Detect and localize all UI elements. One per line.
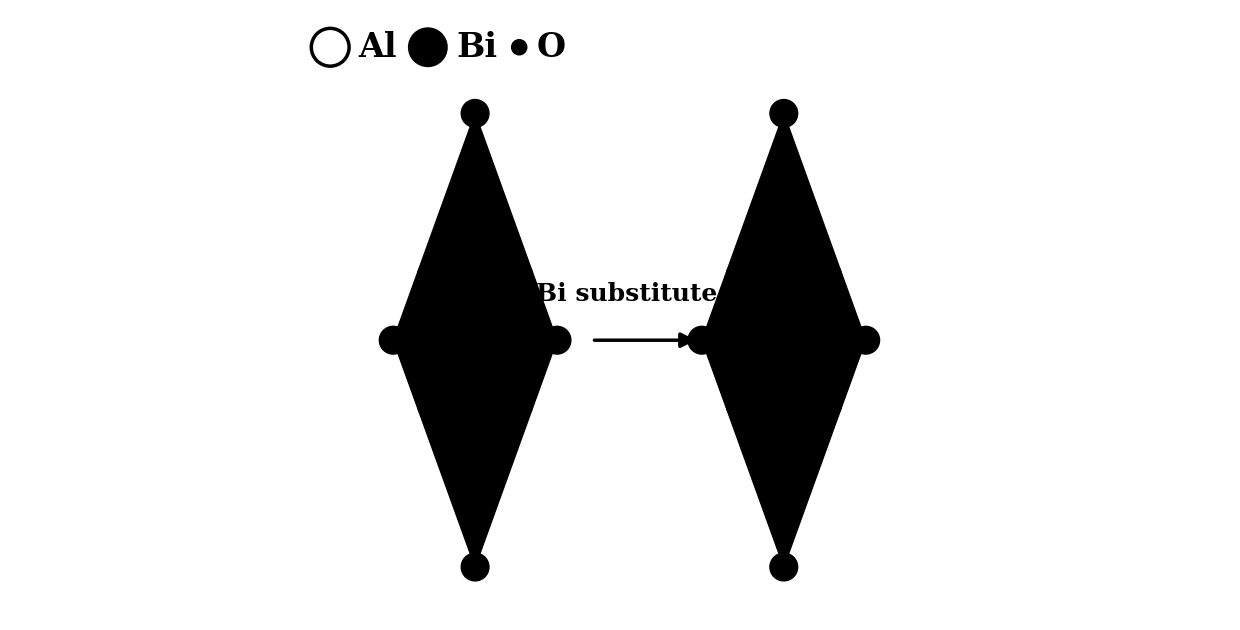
Circle shape <box>688 326 715 354</box>
Circle shape <box>821 264 841 284</box>
Circle shape <box>543 326 570 354</box>
Circle shape <box>852 326 879 354</box>
Circle shape <box>418 264 438 284</box>
Text: Bi substitute Al: Bi substitute Al <box>536 282 755 306</box>
Text: O: O <box>537 31 565 64</box>
Circle shape <box>379 326 407 354</box>
Circle shape <box>512 396 532 416</box>
Circle shape <box>409 28 446 66</box>
Circle shape <box>770 553 797 581</box>
Circle shape <box>512 264 532 284</box>
Circle shape <box>418 396 438 416</box>
Circle shape <box>770 100 797 127</box>
Circle shape <box>821 396 841 416</box>
Polygon shape <box>702 113 866 567</box>
Text: Al: Al <box>358 31 397 64</box>
Circle shape <box>727 264 746 284</box>
Circle shape <box>311 28 350 66</box>
Text: Bi: Bi <box>456 31 497 64</box>
Circle shape <box>727 396 746 416</box>
Circle shape <box>512 40 527 55</box>
Circle shape <box>461 553 489 581</box>
Circle shape <box>461 100 489 127</box>
Polygon shape <box>393 113 557 567</box>
